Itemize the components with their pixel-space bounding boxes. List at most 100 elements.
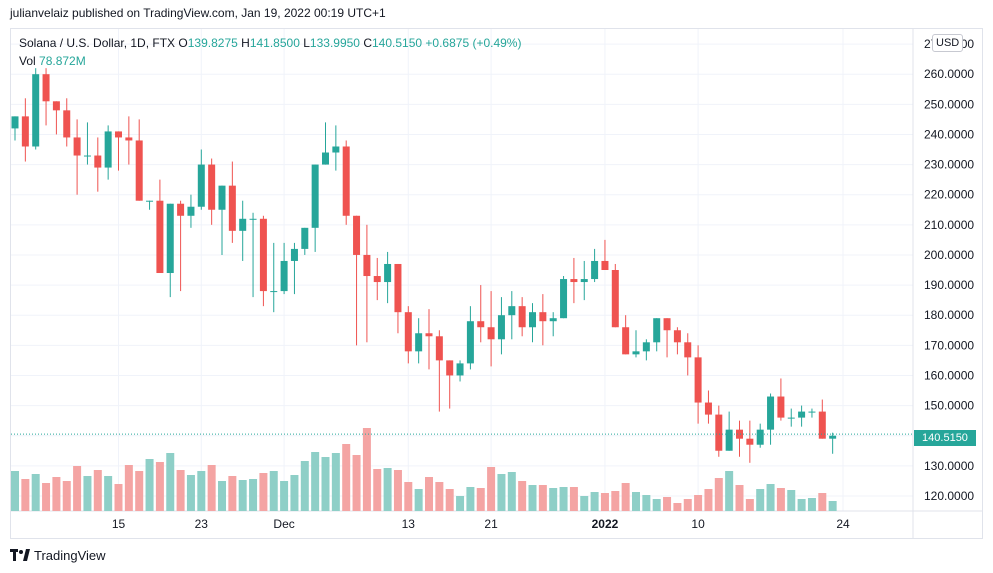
volume-bar [652,499,661,511]
candle-body [508,306,516,316]
candle-body [673,330,681,343]
candle-body [228,185,236,231]
candle-body [280,260,288,292]
volume-bar [311,452,320,511]
open-label: O [178,36,188,50]
candle-body [125,137,133,141]
price-tick-label: 180.0000 [924,308,974,322]
chart-frame[interactable]: 120.0000130.0000140.0000150.0000160.0000… [10,28,983,539]
candle-body [704,402,712,415]
volume-bar [538,485,547,511]
volume-bar [745,499,754,511]
volume-bar [807,498,816,511]
candle-body [808,411,816,413]
candle-body [332,146,340,153]
candle-body [353,215,361,255]
candle-body [311,164,319,228]
currency-badge[interactable]: USD [932,34,964,52]
volume-bar [31,474,40,511]
volume-bar [21,479,30,511]
change-value: +0.6875 (+0.49%) [425,36,522,50]
time-tick-label: 23 [195,517,209,531]
volume-bar [352,455,361,511]
volume-bar [197,471,206,511]
volume-bar [714,478,723,511]
footer-brand[interactable]: TradingView [10,547,106,563]
volume-bar [549,488,558,511]
volume-bar [611,491,620,511]
volume-bar [62,481,71,511]
volume-bar [487,467,496,511]
volume-value: 78.872M [39,54,86,68]
volume-bar [259,473,268,511]
volume-bar [404,482,413,511]
volume-bar [362,428,371,511]
candle-body [560,279,568,319]
candle-body [549,318,557,322]
volume-bar [73,466,82,511]
volume-bar [186,475,195,511]
price-tick-label: 220.0000 [924,188,974,202]
candle-body [435,336,443,361]
volume-bar [818,493,827,511]
volume-bar [300,461,309,511]
volume-bar [383,468,392,511]
candle-body [622,327,630,355]
volume-bar [176,470,185,511]
candle-body [404,312,412,352]
candle-body [477,321,485,328]
candle-body [663,318,671,331]
candle-body [736,429,743,439]
symbol-name[interactable]: Solana / U.S. Dollar, 1D, FTX [19,36,176,50]
candle-body [487,327,495,340]
tradingview-logo-icon [10,549,30,561]
price-tick-label: 240.0000 [924,127,974,141]
volume-bar [207,465,216,511]
candle-body [425,333,433,337]
close-value: 140.5150 [372,36,423,50]
candle-body [580,279,588,283]
volume-bar [507,472,516,511]
candle-body [301,227,309,249]
candle-body [394,263,402,313]
volume-bar [425,477,433,511]
volume-bar [238,480,247,511]
volume-bar [694,495,703,511]
candle-body [601,260,609,270]
low-label: L [303,36,310,50]
volume-bar [114,484,123,511]
volume-bar [280,481,289,511]
candle-body [94,155,102,168]
candle-body [322,152,329,165]
volume-bar [466,487,475,511]
candle-body [156,200,164,274]
candle-body [798,411,806,418]
candle-body [446,360,454,376]
time-tick-label: 2022 [592,517,619,531]
volume-bar [621,483,630,511]
candle-body [42,74,50,102]
candle-body [270,291,278,293]
candle-body [218,185,226,210]
candle-body [829,435,837,439]
candle-body [249,218,257,220]
volume-bar [135,471,144,511]
candle-body [187,206,195,216]
candle-body [32,74,40,147]
volume-bar [218,481,226,511]
candle-body [787,417,795,419]
volume-bar [766,484,775,511]
candle-body [259,218,267,292]
price-tick-label: 230.0000 [924,158,974,172]
candlestick-chart[interactable]: 120.0000130.0000140.0000150.0000160.0000… [11,29,982,538]
volume-bar [683,499,692,511]
volume-bar [104,476,113,511]
volume-bar [414,489,423,511]
candle-body [373,276,381,283]
volume-bar [590,492,599,511]
candle-body [539,312,547,322]
candle-body [52,101,60,111]
candle-body [115,131,122,138]
volume-bar [528,485,537,511]
volume-label: Vol [19,54,36,68]
